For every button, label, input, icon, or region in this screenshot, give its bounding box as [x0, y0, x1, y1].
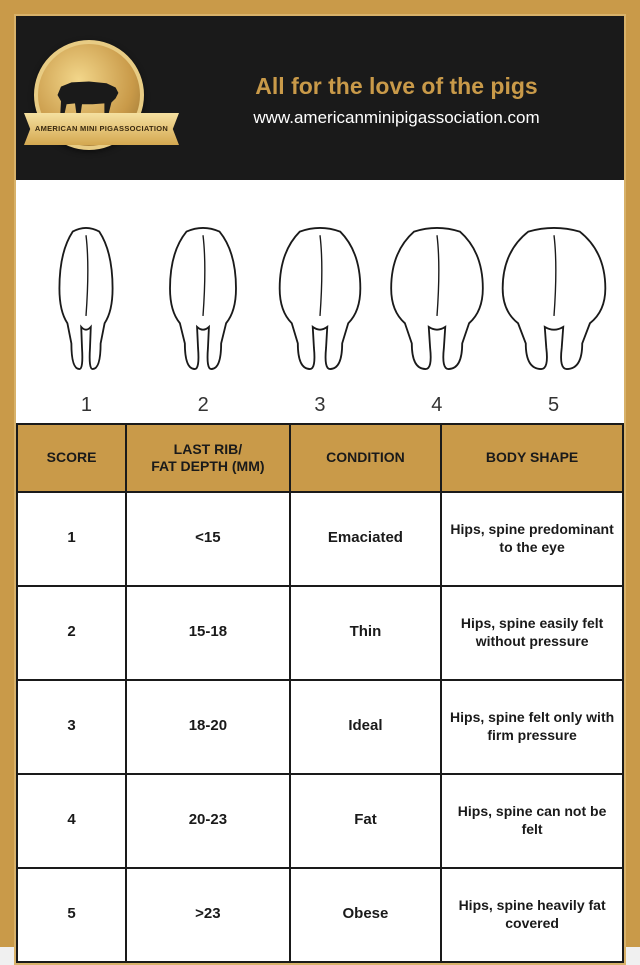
table-cell: Emaciated: [290, 492, 442, 586]
pig-rear-icon: [31, 198, 141, 388]
pig-rear-icon: [148, 198, 258, 388]
table-row: 1<15EmaciatedHips, spine predominant to …: [17, 492, 623, 586]
pig-column: 1: [31, 198, 141, 417]
pig-number: 5: [548, 394, 559, 417]
table-cell: Hips, spine predominant to the eye: [441, 492, 623, 586]
pig-diagram-row: 1 2 3 4 5: [16, 180, 624, 423]
pig-number: 1: [81, 394, 92, 417]
website-url: www.americanminipigassociation.com: [187, 108, 606, 128]
pig-column: 5: [499, 198, 609, 417]
table-cell: 3: [17, 680, 126, 774]
table-cell: Thin: [290, 586, 442, 680]
body-condition-table: SCORELAST RIB/FAT DEPTH (MM)CONDITIONBOD…: [16, 423, 624, 963]
logo-banner: AMERICAN MINI PIG ASSOCIATION: [24, 113, 179, 145]
table-row: 420-23FatHips, spine can not be felt: [17, 774, 623, 868]
table-cell: <15: [126, 492, 290, 586]
table-cell: 15-18: [126, 586, 290, 680]
table-cell: >23: [126, 868, 290, 962]
table-header-cell: BODY SHAPE: [441, 424, 623, 492]
header-text: All for the love of the pigs www.america…: [187, 73, 606, 128]
pig-rear-icon: [382, 198, 492, 388]
inner-frame: AMERICAN MINI PIG ASSOCIATION All for th…: [14, 14, 626, 965]
header: AMERICAN MINI PIG ASSOCIATION All for th…: [16, 16, 624, 180]
table-cell: 1: [17, 492, 126, 586]
table-row: 215-18ThinHips, spine easily felt withou…: [17, 586, 623, 680]
table-cell: Hips, spine can not be felt: [441, 774, 623, 868]
tagline: All for the love of the pigs: [187, 73, 606, 100]
table-header-cell: LAST RIB/FAT DEPTH (MM): [126, 424, 290, 492]
table-cell: Hips, spine felt only with firm pressure: [441, 680, 623, 774]
infographic-page: AMERICAN MINI PIG ASSOCIATION All for th…: [0, 0, 640, 947]
table-cell: 4: [17, 774, 126, 868]
logo-text-bottom: ASSOCIATION: [113, 125, 168, 133]
pig-number: 4: [431, 394, 442, 417]
table-cell: 18-20: [126, 680, 290, 774]
table-cell: Hips, spine heavily fat covered: [441, 868, 623, 962]
association-logo: AMERICAN MINI PIG ASSOCIATION: [34, 40, 169, 160]
table-cell: Fat: [290, 774, 442, 868]
logo-text-top: AMERICAN MINI PIG: [35, 125, 113, 133]
table-cell: Hips, spine easily felt without pressure: [441, 586, 623, 680]
table-cell: Obese: [290, 868, 442, 962]
table-cell: Ideal: [290, 680, 442, 774]
pig-column: 2: [148, 198, 258, 417]
table-cell: 5: [17, 868, 126, 962]
pig-number: 2: [198, 394, 209, 417]
pig-number: 3: [314, 394, 325, 417]
pig-column: 4: [382, 198, 492, 417]
table-row: 5>23ObeseHips, spine heavily fat covered: [17, 868, 623, 962]
pig-rear-icon: [265, 198, 375, 388]
pig-rear-icon: [499, 198, 609, 388]
table-cell: 2: [17, 586, 126, 680]
table-header-cell: CONDITION: [290, 424, 442, 492]
pig-column: 3: [265, 198, 375, 417]
pig-silhouette-icon: [54, 74, 124, 116]
table-row: 318-20IdealHips, spine felt only with fi…: [17, 680, 623, 774]
table-cell: 20-23: [126, 774, 290, 868]
table-header-cell: SCORE: [17, 424, 126, 492]
